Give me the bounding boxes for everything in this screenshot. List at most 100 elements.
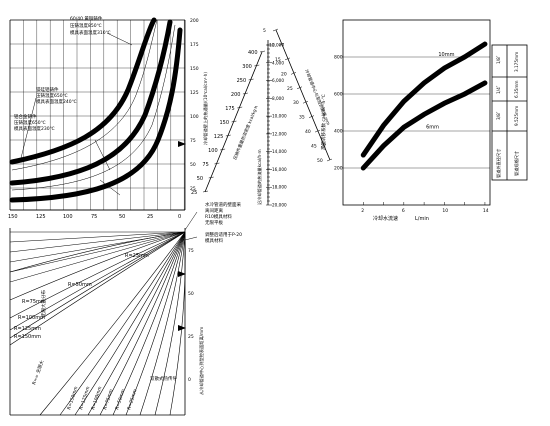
svg-text:75: 75: [190, 138, 196, 144]
scale-tick-label: 150: [220, 120, 230, 126]
scale-tick: [254, 64, 260, 67]
scale-tick-label: 8,000: [272, 96, 284, 101]
table-row-value: 6.35mm: [514, 81, 519, 98]
series-line-10mm: [360, 41, 488, 158]
svg-text:100: 100: [190, 114, 199, 120]
svg-text:从冷却管道中心到型腔表面距离/mm: 从冷却管道中心到型腔表面距离/mm: [198, 327, 205, 395]
scale-tick-label: 175: [225, 106, 235, 112]
scale-tick: [308, 115, 315, 118]
svg-text:R=75mm: R=75mm: [22, 299, 46, 305]
y-tick-label: 200: [334, 166, 343, 172]
svg-text:R=25mm: R=25mm: [125, 253, 149, 259]
scale-tick-label: 25: [287, 86, 293, 92]
svg-text:150: 150: [190, 66, 199, 72]
scale-tick-label: 15: [275, 57, 281, 63]
aluminum-curve: [9, 27, 183, 203]
svg-text:75: 75: [188, 248, 194, 254]
radius-fan-line: [87, 231, 186, 416]
horizontal-scale: 150 125 100 75 50 25 0: [8, 209, 185, 220]
svg-text:R=50mm: R=50mm: [68, 282, 92, 288]
svg-text:R=75mm: R=75mm: [102, 388, 114, 410]
table-subheader: 管道规格尺寸: [513, 151, 520, 176]
scale-tick-label: 125: [214, 134, 224, 140]
radius-fan-line: [139, 231, 186, 416]
scale-tick: [314, 129, 321, 133]
scale-tick-label: 16,000: [272, 167, 287, 172]
svg-text:镁硅铝铸件: 镁硅铝铸件: [36, 86, 59, 93]
fan-guide: [9, 231, 186, 253]
svg-text:离间距离: 离间距离: [205, 207, 223, 214]
brass-curve: [9, 17, 157, 165]
scale-tick: [242, 92, 248, 95]
svg-text:无限平板: 无限平板: [205, 219, 223, 226]
svg-text:R10模具材料: R10模具材料: [205, 213, 232, 220]
svg-text:压铸温度850℃: 压铸温度850℃: [70, 22, 102, 29]
notes: 水冷管道的壁面采 离间距离 R10模具材料 无限平板 调整后适用于P-20 模具…: [205, 201, 242, 244]
svg-text:R=100mm: R=100mm: [90, 386, 103, 411]
scale-tick: [225, 134, 231, 137]
fan-guide: [9, 231, 186, 283]
label-brass: 60/40 黄铜铸件 压铸温度850℃ 模具表面温度310℃: [70, 15, 111, 36]
radius-fan-line: [9, 231, 186, 346]
scale-tick: [296, 86, 303, 90]
flow-rate-chart: 200 400 600 800 2 6 10 14 10mm 6mm 冷却水流速 L/min 热…: [320, 19, 491, 222]
scale-tick-label: 200: [231, 92, 241, 98]
radius-fan-line: [112, 231, 186, 416]
fan-guide: [9, 231, 186, 273]
svg-text:50: 50: [190, 162, 196, 168]
scale-tick-label: 75: [202, 162, 208, 168]
scale-tick-label: 40: [305, 129, 311, 135]
scale-tick-label: 50: [317, 158, 323, 164]
svg-text:150: 150: [8, 214, 18, 220]
table-row-value: 3.175mm: [514, 52, 519, 72]
radius-fan-line: [154, 231, 186, 416]
right-flux-axis: 200 175 150 125 100 75 50 25 冷却管道壁上的热通量/…: [178, 18, 209, 192]
series-label: 10mm: [438, 52, 454, 58]
scale-tick-label: 20,000: [272, 203, 287, 208]
radius-fan-line: [59, 231, 186, 416]
radius-fan-line: [9, 231, 186, 331]
scale-tick-label: 45: [311, 144, 317, 150]
scale-tick: [272, 28, 279, 32]
scale-tick: [231, 120, 237, 123]
radius-fan-line: [169, 231, 186, 416]
svg-text:50: 50: [188, 291, 194, 297]
scale-tick-label: 10: [269, 42, 275, 48]
svg-text:125: 125: [36, 214, 46, 220]
svg-text:25: 25: [190, 186, 196, 192]
radius-fan-line: [125, 231, 186, 416]
svg-text:50: 50: [119, 214, 125, 220]
heat-flow-scale: 2,000 4,000 6,000 8,000 10,000 12,000 14,000 16…: [256, 40, 287, 208]
svg-text:R=50mm: R=50mm: [114, 388, 126, 410]
scale-tick: [208, 176, 214, 179]
scale-tick: [237, 106, 243, 109]
label-magnesium: 镁硅铝铸件 压铸温度650℃ 模具表面温度240℃: [36, 86, 77, 105]
scale-tick-label: 25: [191, 190, 197, 196]
scale-tick: [259, 50, 266, 53]
x-tick-label: 2: [361, 208, 364, 214]
pipe-size-table: 1/8″ 1/4″ 3/8″ 3.175mm 6.35mm 9.525mm 管道…: [491, 44, 528, 181]
svg-text:冷却管道中心与型腔的距离 mm: 冷却管道中心与型腔的距离 mm: [303, 68, 332, 126]
fan-guide: [9, 231, 186, 263]
scale-tick-label: 250: [237, 78, 247, 84]
svg-text:水冷管道的壁面采: 水冷管道的壁面采: [205, 201, 241, 208]
scale-tick-label: 14,000: [272, 149, 287, 154]
scale-tick-label: 12,000: [272, 131, 287, 136]
svg-text:模具表面温度310℃: 模具表面温度310℃: [70, 29, 111, 36]
svg-text:R=∞ 无限大: R=∞ 无限大: [30, 359, 45, 386]
scale-tick: [326, 158, 333, 162]
svg-text:25: 25: [147, 214, 153, 220]
table-header: 管道外直径尺寸: [495, 149, 502, 178]
scale-tick-label: 18,000: [272, 185, 287, 190]
heat-flux-curve-panel: 60/40 黄铜铸件 压铸温度850℃ 模具表面温度310℃ 镁硅铝铸件 压铸温…: [9, 15, 186, 211]
svg-text:模具材料: 模具材料: [205, 237, 223, 244]
svg-text:模具表面温度230℃: 模具表面温度230℃: [14, 125, 55, 132]
scale-tick-label: 20: [281, 71, 287, 77]
svg-text:压铸温度650℃: 压铸温度650℃: [36, 92, 68, 99]
scale-tick: [302, 100, 309, 104]
scale-tick-label: 5: [263, 28, 266, 34]
x-axis-label: 冷却水流速: [373, 215, 398, 222]
svg-text:R=150mm: R=150mm: [66, 386, 79, 411]
svg-text:双散式热传导: 双散式热传导: [150, 375, 177, 382]
x-axis-unit: L/min: [415, 216, 429, 222]
